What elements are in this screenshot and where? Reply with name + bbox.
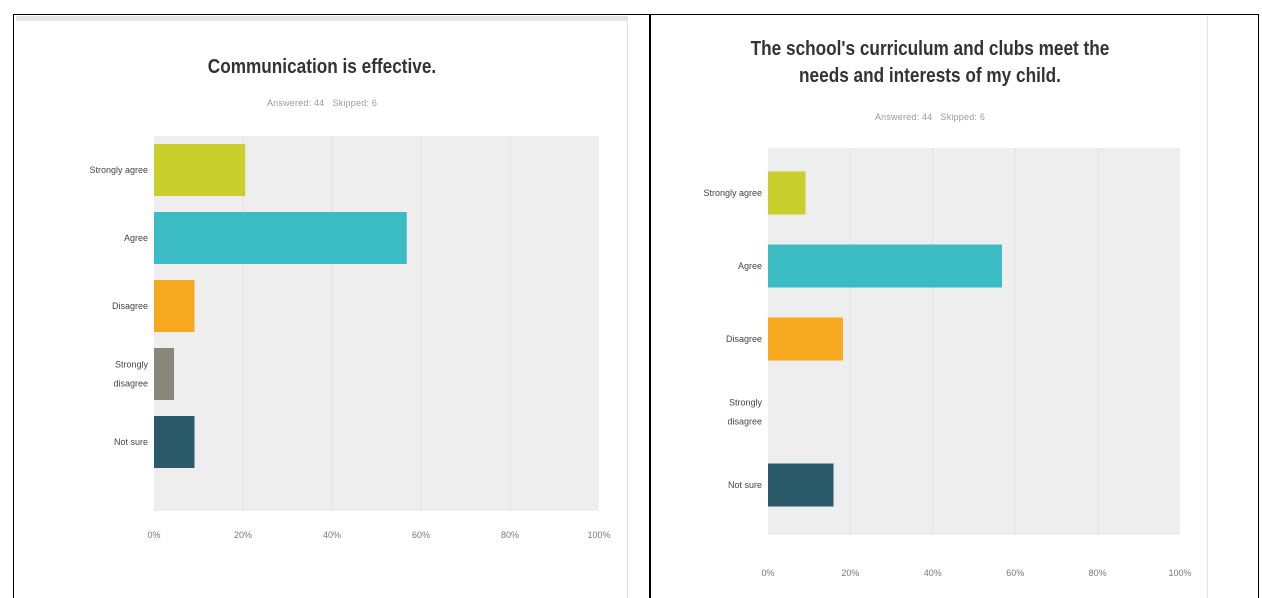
category-label: Strongly <box>729 398 763 408</box>
bar-strongly-agree <box>768 171 806 215</box>
bar-disagree <box>768 317 843 361</box>
chart-title: The school's curriculum and clubs meet t… <box>691 36 1169 90</box>
category-label: Agree <box>124 233 148 243</box>
category-label: Not sure <box>114 437 148 447</box>
x-tick-label: 60% <box>1006 568 1024 578</box>
category-label: Strongly agree <box>703 188 762 198</box>
response-count: Answered: 44 Skipped: 6 <box>652 112 1208 122</box>
category-label: Strongly <box>115 360 149 370</box>
chart-title: Communication is effective. <box>207 56 437 78</box>
category-label: disagree <box>727 417 762 427</box>
skipped-count: Skipped: 6 <box>940 112 986 122</box>
panel-edge <box>1207 16 1208 598</box>
bar-strongly-agree <box>154 144 246 196</box>
bar-agree <box>768 244 1003 288</box>
bar-chart-curriculum: 0% 20% 40% 60% 80% 100% Strongly agree Agree Dis… <box>703 148 1192 578</box>
bar-agree <box>154 212 407 264</box>
x-tick-label: 20% <box>841 568 859 578</box>
category-label: Disagree <box>726 334 762 344</box>
x-tick-label: 80% <box>1089 568 1107 578</box>
cell-divider <box>649 14 651 598</box>
category-label: Disagree <box>112 301 148 311</box>
x-tick-label: 100% <box>1168 568 1191 578</box>
answered-count: Answered: 44 <box>266 98 325 108</box>
panel-top-bar <box>16 16 628 21</box>
plot-area <box>154 136 599 511</box>
x-tick-label: 0% <box>147 530 160 540</box>
x-tick-label: 40% <box>924 568 942 578</box>
x-tick-label: 0% <box>761 568 774 578</box>
skipped-count: Skipped: 6 <box>332 98 378 108</box>
x-tick-label: 20% <box>234 530 252 540</box>
answered-count: Answered: 44 <box>874 112 933 122</box>
x-tick-label: 40% <box>323 530 341 540</box>
bar-not-sure <box>154 416 195 468</box>
bar-strongly-disagree <box>154 348 175 400</box>
category-label: Not sure <box>728 480 762 490</box>
chart-panel-communication: Communication is effective. Answered: 44… <box>16 16 628 598</box>
response-count: Answered: 44 Skipped: 6 <box>16 98 628 108</box>
chart-panel-curriculum: The school's curriculum and clubs meet t… <box>652 16 1208 598</box>
chart-title-line-2: needs and interests of my child. <box>799 65 1061 87</box>
x-tick-label: 100% <box>587 530 610 540</box>
bar-not-sure <box>768 463 834 507</box>
bar-chart-communication: 0% 20% 40% 60% 80% 100% Strongly agree Agree Dis… <box>89 136 611 540</box>
panel-edge <box>627 16 628 598</box>
category-label: Agree <box>738 261 762 271</box>
bar-disagree <box>154 280 195 332</box>
category-label: disagree <box>113 379 148 389</box>
category-label: Strongly agree <box>89 165 148 175</box>
table-frame <box>13 14 1259 598</box>
chart-title-line-1: The school's curriculum and clubs meet t… <box>750 38 1110 60</box>
x-tick-label: 60% <box>412 530 430 540</box>
x-tick-label: 80% <box>501 530 519 540</box>
